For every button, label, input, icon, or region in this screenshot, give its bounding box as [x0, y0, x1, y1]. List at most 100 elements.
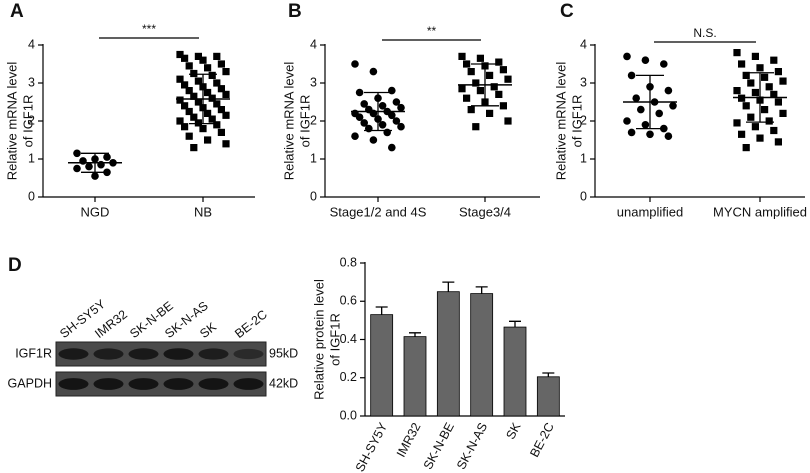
y-tick-label: 2	[28, 113, 35, 127]
bar	[403, 336, 427, 417]
y-axis-label: of IGF1R	[20, 95, 35, 148]
y-axis-label: of IGF1R	[297, 95, 312, 148]
protein-label: IGF1R	[15, 346, 52, 360]
x-tick-label: NGD	[81, 204, 110, 219]
data-point	[213, 79, 221, 87]
data-point	[176, 117, 184, 125]
error-bar	[409, 332, 421, 337]
lane-label: SK	[197, 319, 219, 341]
x-tick-label: SH-SY5Y	[353, 420, 391, 473]
data-point	[738, 60, 746, 68]
data-point	[181, 81, 189, 89]
data-point	[204, 136, 212, 144]
data-point	[476, 54, 484, 62]
data-point	[774, 138, 782, 146]
data-point	[185, 62, 193, 70]
data-point	[458, 52, 466, 60]
data-point	[641, 121, 650, 129]
y-tick-label: 3	[310, 75, 317, 89]
data-point	[360, 100, 369, 108]
data-point	[190, 113, 198, 121]
data-point	[774, 68, 782, 76]
size-label: 42kD	[269, 376, 298, 390]
data-point	[761, 106, 769, 114]
blot-band	[93, 348, 124, 360]
data-point	[103, 153, 111, 161]
data-point	[733, 49, 741, 57]
data-point	[355, 88, 364, 97]
data-point	[770, 90, 778, 98]
bar	[370, 314, 394, 417]
y-tick-label: 0.2	[340, 370, 357, 384]
x-tick-label: IMR32	[394, 420, 424, 459]
data-point	[97, 160, 105, 169]
protein-label: GAPDH	[8, 376, 52, 390]
data-point	[499, 102, 507, 110]
x-tick-label: Stage3/4	[459, 204, 511, 219]
data-point	[765, 117, 773, 125]
data-point	[664, 86, 673, 95]
data-point	[472, 79, 480, 87]
lane-label: BE-2C	[232, 307, 270, 341]
data-point	[194, 52, 202, 60]
data-point	[181, 54, 189, 62]
data-point	[495, 90, 503, 98]
bar	[470, 293, 494, 417]
data-point	[351, 132, 359, 140]
y-tick-label: 4	[28, 37, 35, 51]
significance-label: **	[427, 24, 437, 38]
data-point	[204, 64, 212, 72]
data-point	[747, 113, 755, 121]
data-point	[360, 119, 369, 127]
sd-bar	[471, 63, 499, 107]
data-point	[463, 60, 471, 68]
data-point	[476, 87, 484, 95]
data-point	[486, 71, 494, 79]
data-point	[751, 88, 759, 97]
y-tick-label: 4	[580, 37, 587, 51]
data-point	[217, 60, 225, 68]
y-tick-label: 1	[310, 151, 317, 165]
x-tick-label: BE-2C	[527, 420, 557, 459]
data-point	[176, 75, 184, 83]
data-point	[208, 71, 216, 79]
blot-band	[163, 378, 194, 390]
data-point	[467, 106, 475, 114]
x-tick-label: SK-N-AS	[454, 420, 490, 471]
data-point	[222, 140, 230, 148]
data-point	[73, 164, 81, 173]
data-point	[365, 124, 373, 133]
y-tick-label: 0.8	[340, 255, 357, 269]
y-tick-label: 2	[310, 113, 317, 127]
y-tick-label: 0.0	[340, 408, 357, 422]
data-point	[627, 128, 636, 137]
significance-label: N.S.	[693, 26, 716, 40]
data-point	[627, 71, 636, 80]
y-tick-label: 0	[310, 189, 317, 203]
data-point	[190, 69, 198, 78]
data-point	[504, 75, 512, 83]
size-label: 95kD	[269, 346, 298, 360]
data-point	[499, 66, 507, 74]
data-point	[208, 115, 216, 123]
y-axis-label: of IGF1R	[327, 313, 342, 366]
panel-label: A	[10, 1, 24, 22]
y-axis-label: Relative mRNA level	[281, 62, 296, 181]
sd-bar	[81, 152, 109, 173]
sd-bar	[746, 72, 774, 123]
data-point	[655, 109, 663, 118]
data-point	[378, 102, 387, 110]
data-point	[733, 119, 741, 127]
data-point	[199, 125, 207, 133]
panel-label: B	[288, 1, 302, 22]
data-point	[217, 106, 225, 114]
data-point	[664, 132, 673, 140]
data-point	[490, 83, 498, 91]
data-point	[208, 94, 216, 102]
data-point	[770, 126, 778, 135]
data-point	[369, 67, 378, 76]
data-point	[738, 130, 746, 138]
data-point	[190, 144, 198, 152]
data-point	[392, 98, 401, 106]
data-point	[637, 105, 645, 114]
